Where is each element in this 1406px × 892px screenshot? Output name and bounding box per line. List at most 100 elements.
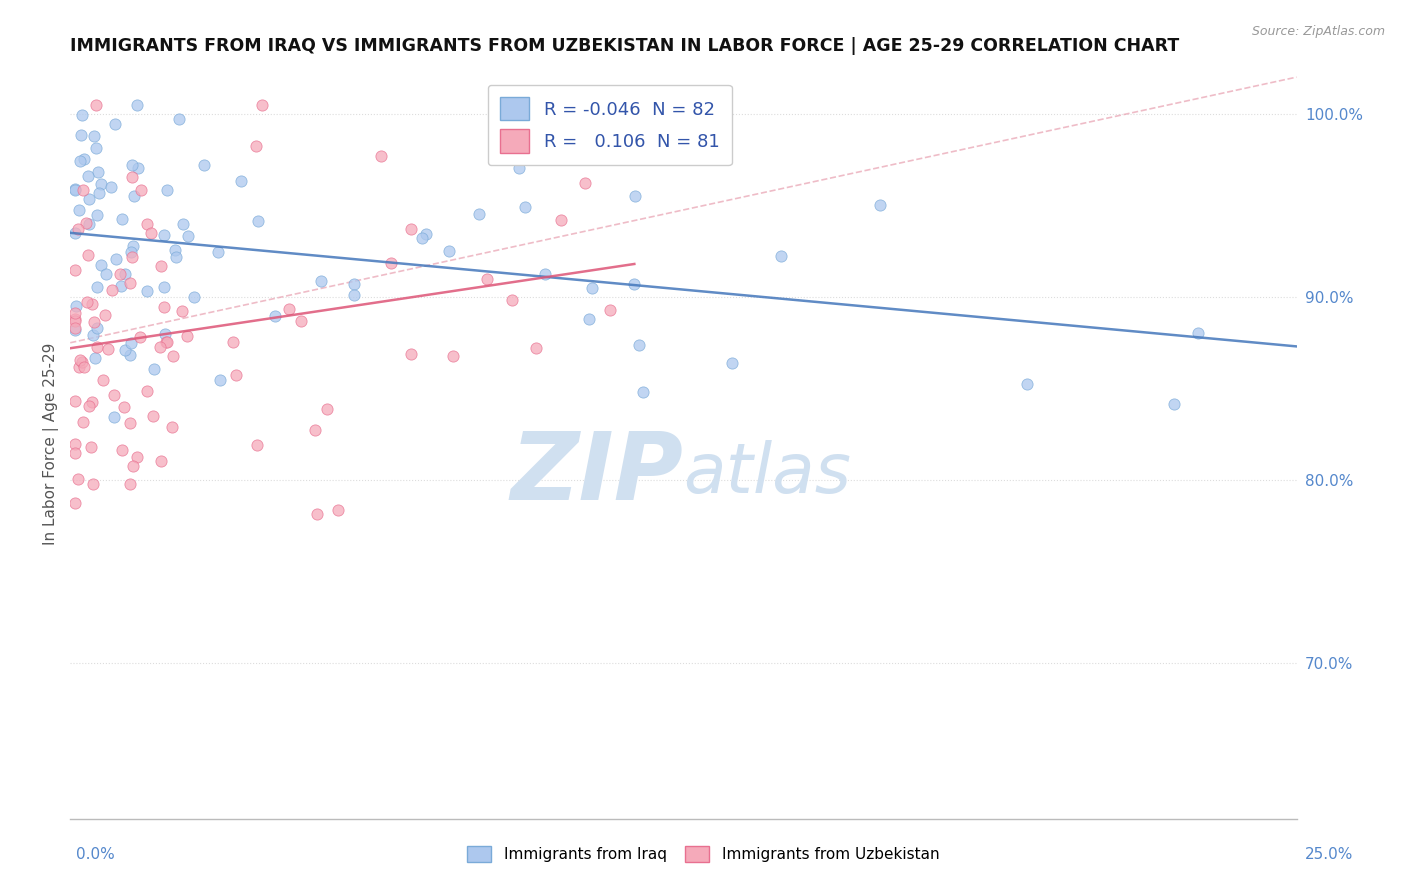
Point: [82, 477, 104, 491]
Point: [121, 250, 143, 264]
Point: [122, 458, 145, 473]
Point: [67, 202, 90, 217]
Point: [69, 352, 91, 367]
Point: [519, 148, 541, 162]
Text: atlas: atlas: [683, 440, 852, 507]
Point: [176, 328, 198, 343]
Point: [86, 208, 108, 222]
Point: [72, 152, 94, 166]
Point: [105, 252, 128, 266]
Point: [75, 216, 97, 230]
Point: [63, 183, 86, 197]
Point: [513, 200, 536, 214]
Point: [63, 496, 86, 510]
Point: [97, 342, 120, 356]
Point: [65, 299, 87, 313]
Point: [63, 314, 86, 328]
Point: [110, 443, 132, 458]
Point: [169, 112, 191, 127]
Point: [245, 139, 267, 153]
Point: [153, 279, 176, 293]
Point: [79, 399, 101, 413]
Point: [162, 349, 184, 363]
Point: [153, 327, 176, 342]
Point: [84, 97, 107, 112]
Legend: Immigrants from Iraq, Immigrants from Uzbekistan: Immigrants from Iraq, Immigrants from Uz…: [461, 839, 945, 868]
Point: [63, 394, 86, 409]
Point: [118, 348, 141, 362]
Point: [411, 231, 433, 245]
Point: [86, 321, 108, 335]
Point: [441, 349, 464, 363]
Point: [129, 330, 152, 344]
Point: [72, 354, 94, 368]
Point: [66, 472, 89, 486]
Point: [468, 207, 491, 221]
Point: [110, 279, 132, 293]
Point: [221, 334, 243, 349]
Point: [129, 183, 152, 197]
Point: [247, 214, 270, 228]
Point: [67, 221, 90, 235]
Point: [118, 416, 141, 430]
Point: [524, 341, 547, 355]
Point: [770, 249, 793, 263]
Point: [91, 373, 114, 387]
Point: [111, 212, 134, 227]
Point: [183, 290, 205, 304]
Point: [63, 323, 86, 337]
Point: [165, 250, 187, 264]
Point: [278, 302, 301, 317]
Text: 25.0%: 25.0%: [1305, 847, 1353, 862]
Point: [501, 293, 523, 307]
Point: [152, 227, 174, 242]
Point: [136, 285, 159, 299]
Point: [508, 161, 530, 175]
Point: [77, 217, 100, 231]
Point: [84, 140, 107, 154]
Point: [120, 245, 142, 260]
Point: [125, 97, 148, 112]
Point: [63, 262, 86, 277]
Point: [82, 327, 104, 342]
Point: [246, 438, 269, 452]
Point: [156, 335, 179, 350]
Point: [108, 267, 131, 281]
Point: [77, 169, 100, 183]
Point: [149, 340, 172, 354]
Point: [63, 306, 86, 320]
Point: [114, 343, 136, 358]
Point: [165, 243, 187, 257]
Point: [122, 239, 145, 253]
Point: [628, 338, 651, 352]
Point: [127, 450, 149, 464]
Point: [437, 244, 460, 258]
Point: [250, 97, 273, 112]
Point: [114, 267, 136, 281]
Point: [120, 336, 142, 351]
Point: [623, 189, 645, 203]
Point: [162, 419, 184, 434]
Point: [127, 161, 149, 175]
Point: [86, 165, 108, 179]
Point: [328, 502, 350, 516]
Point: [101, 283, 124, 297]
Point: [229, 174, 252, 188]
Point: [121, 158, 143, 172]
Point: [72, 415, 94, 429]
Point: [578, 312, 600, 326]
Point: [100, 180, 122, 194]
Point: [82, 395, 104, 409]
Point: [475, 272, 498, 286]
Point: [623, 277, 645, 291]
Point: [69, 128, 91, 142]
Point: [104, 117, 127, 131]
Point: [172, 217, 194, 231]
Point: [139, 226, 162, 240]
Point: [63, 446, 86, 460]
Point: [63, 182, 86, 196]
Point: [581, 280, 603, 294]
Point: [599, 303, 621, 318]
Text: ZIP: ZIP: [510, 427, 683, 519]
Point: [534, 267, 557, 281]
